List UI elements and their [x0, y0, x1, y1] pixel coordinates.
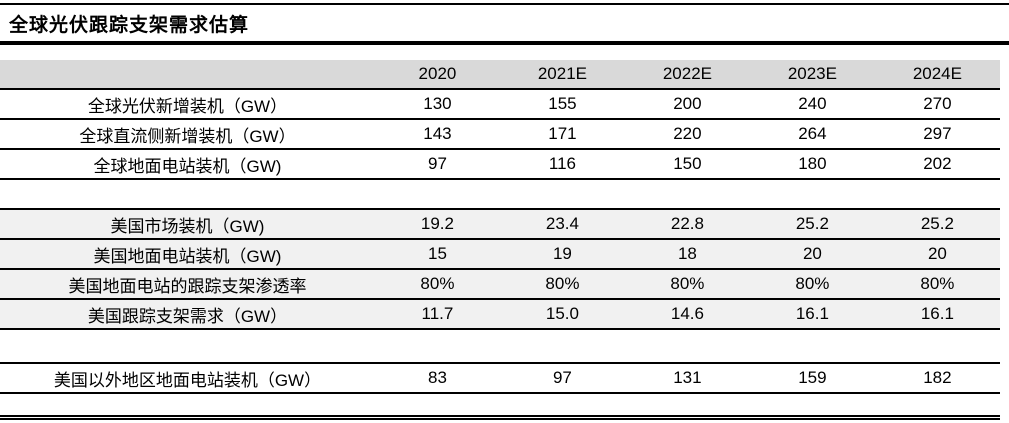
- cell-value: 25.2: [920, 214, 954, 233]
- demand-estimate-table: 2020 2021E 2022E 2023E 2024E 全球光伏新增装机（GW…: [0, 60, 1000, 394]
- cell-value: 182: [923, 368, 952, 387]
- row-label: 美国以外地区地面电站装机（GW）: [53, 370, 322, 390]
- cell-value: 131: [673, 368, 702, 387]
- header-empty-cell: [0, 60, 375, 89]
- cell-value: 25.2: [795, 214, 829, 233]
- spacer-row: [0, 179, 1000, 209]
- cell-value: 20: [927, 244, 947, 263]
- column-header-2020: 2020: [418, 64, 457, 83]
- cell-value: 116: [548, 154, 576, 173]
- cell-value: 16.1: [795, 304, 829, 323]
- cell-value: 23.4: [545, 214, 579, 233]
- cell-value: 97: [427, 154, 447, 173]
- cell-value: 20: [802, 244, 822, 263]
- table-row-ex-us-ground-station-installs: 美国以外地区地面电站装机（GW） 83 97 131 159 182: [0, 363, 1000, 393]
- cell-value: 171: [548, 124, 577, 143]
- cell-value: 80%: [795, 274, 830, 293]
- cell-value: 18: [677, 244, 697, 263]
- cell-value: 143: [423, 124, 452, 143]
- row-label: 全球地面电站装机（GW): [93, 156, 282, 176]
- cell-value: 130: [423, 94, 452, 113]
- table-title: 全球光伏跟踪支架需求估算: [9, 15, 250, 36]
- spacer-row: [0, 329, 1000, 363]
- cell-value: 80%: [670, 274, 705, 293]
- table-row-us-ground-station-installs: 美国地面电站装机（GW) 15 19 18 20 20: [0, 239, 1000, 269]
- cell-value: 270: [923, 94, 952, 113]
- column-header-2021e: 2021E: [537, 64, 588, 83]
- cell-value: 22.8: [670, 214, 704, 233]
- row-label: 美国跟踪支架需求（GW）: [87, 306, 288, 326]
- cell-value: 14.6: [670, 304, 704, 323]
- title-rule: [0, 41, 1009, 45]
- cell-value: 150: [673, 154, 702, 173]
- cell-value: 159: [798, 368, 827, 387]
- row-label: 美国地面电站的跟踪支架渗透率: [68, 276, 307, 296]
- top-rule: [0, 3, 1009, 5]
- row-label: 美国市场装机（GW): [110, 216, 265, 236]
- table-row-us-market-installs: 美国市场装机（GW) 19.2 23.4 22.8 25.2 25.2: [0, 209, 1000, 239]
- column-header-2022e: 2022E: [662, 64, 712, 83]
- cell-value: 80%: [920, 274, 955, 293]
- cell-value: 180: [798, 154, 827, 173]
- row-label: 美国地面电站装机（GW): [93, 246, 282, 266]
- cell-value: 15.0: [545, 304, 579, 323]
- table-row-global-pv-new-installs: 全球光伏新增装机（GW） 130 155 200 240 270: [0, 89, 1000, 119]
- row-label: 全球直流侧新增装机（GW）: [79, 126, 296, 146]
- column-header-2023e: 2023E: [787, 64, 837, 83]
- cell-value: 80%: [545, 274, 580, 293]
- cell-value: 83: [427, 368, 447, 387]
- cell-value: 200: [673, 94, 702, 113]
- cell-value: 97: [552, 368, 572, 387]
- table-row-us-tracker-demand: 美国跟踪支架需求（GW） 11.7 15.0 14.6 16.1 16.1: [0, 299, 1000, 329]
- cell-value: 15: [427, 244, 447, 263]
- cell-value: 19.2: [420, 214, 454, 233]
- cell-value: 155: [548, 94, 577, 113]
- table-row-global-dc-new-installs: 全球直流侧新增装机（GW） 143 171 220 264 297: [0, 119, 1000, 149]
- cell-value: 264: [798, 124, 827, 143]
- cell-value: 220: [673, 124, 702, 143]
- bottom-double-rule: [0, 415, 1000, 420]
- table-row-global-ground-station-installs: 全球地面电站装机（GW) 97 116 150 180 202: [0, 149, 1000, 179]
- cell-value: 297: [923, 124, 952, 143]
- cell-value: 240: [798, 94, 827, 113]
- cell-value: 11.7: [421, 304, 454, 323]
- table-header-row: 2020 2021E 2022E 2023E 2024E: [0, 60, 1000, 89]
- cell-value: 80%: [420, 274, 455, 293]
- cell-value: 202: [923, 154, 952, 173]
- column-header-2024e: 2024E: [912, 64, 962, 83]
- table-row-us-tracker-penetration: 美国地面电站的跟踪支架渗透率 80% 80% 80% 80% 80%: [0, 269, 1000, 299]
- row-label: 全球光伏新增装机（GW）: [87, 96, 288, 116]
- cell-value: 16.1: [920, 304, 954, 323]
- cell-value: 19: [552, 244, 572, 263]
